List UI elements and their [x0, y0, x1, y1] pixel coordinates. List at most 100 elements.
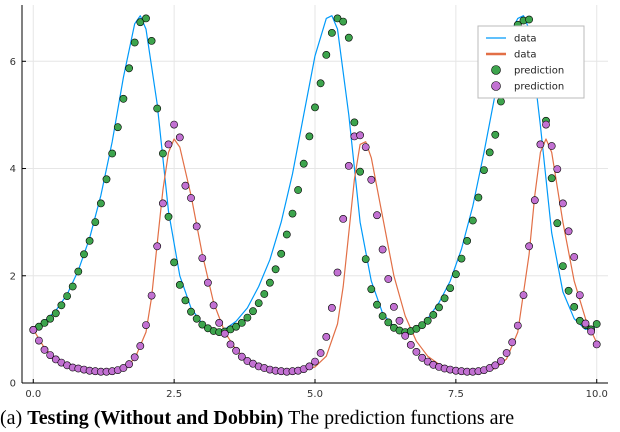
data-point-s2-19: [136, 18, 145, 27]
data-point-s2-79: [474, 193, 483, 202]
data-point-s3-31: [203, 278, 212, 287]
data-point-s2-27: [181, 296, 190, 305]
data-point-s2-28: [187, 307, 195, 316]
data-point-s3-36: [232, 346, 240, 355]
data-point-s3-17: [125, 360, 134, 369]
data-point-s2-53: [327, 29, 336, 37]
data-point-s2-62: [378, 312, 387, 320]
data-point-s2-23: [158, 149, 167, 158]
data-point-s2-7: [68, 282, 77, 291]
data-point-s3-56: [344, 161, 353, 170]
data-point-s2-4: [51, 309, 60, 318]
data-point-s2-68: [412, 324, 421, 333]
data-point-s3-52: [322, 332, 331, 341]
data-point-s2-49: [305, 132, 314, 141]
data-point-s2-36: [232, 322, 240, 331]
data-point-s2-21: [147, 37, 156, 45]
data-point-s3-55: [339, 214, 348, 223]
data-point-s2-45: [282, 230, 291, 239]
data-point-s2-41: [260, 290, 269, 298]
data-point-s2-95: [564, 286, 573, 295]
data-point-s2-75: [451, 270, 460, 279]
data-point-s2-24: [164, 212, 173, 221]
x-tick-label-0: 0.0: [25, 389, 41, 400]
data-point-s2-44: [277, 249, 286, 258]
x-tick-label-3: 7.5: [448, 389, 464, 400]
data-point-s2-25: [170, 258, 178, 267]
y-tick-label-3: 6: [10, 57, 16, 68]
data-point-s3-87: [519, 291, 528, 299]
data-point-s2-11: [91, 218, 100, 226]
data-point-s3-67: [406, 340, 415, 349]
data-point-s3-25: [170, 120, 178, 129]
data-point-s3-63: [384, 275, 393, 283]
data-point-s3-34: [220, 329, 229, 338]
data-point-s2-5: [57, 301, 66, 310]
data-point-s2-10: [85, 236, 94, 245]
data-point-s3-53: [327, 303, 336, 312]
data-point-s2-48: [299, 159, 308, 168]
y-tick-label-1: 2: [10, 271, 16, 282]
data-point-s2-70: [423, 316, 432, 325]
data-point-s3-96: [570, 253, 579, 261]
caption-bold: Testing (Without and Dobbin): [27, 407, 284, 429]
data-point-s2-57: [350, 118, 359, 127]
caption-prefix: (a): [0, 407, 28, 429]
data-point-s3-98: [581, 319, 590, 328]
data-point-s2-43: [271, 265, 280, 274]
x-tick-label-1: 2.5: [166, 389, 182, 400]
figure-caption: (a) Testing (Without and Dobbin) The pre…: [0, 404, 620, 432]
data-point-s2-12: [97, 199, 105, 208]
data-point-s3-66: [401, 331, 410, 340]
data-point-s3-93: [553, 165, 562, 173]
data-point-s3-28: [187, 194, 195, 202]
data-point-s2-63: [384, 318, 393, 327]
chart: 0.0 2.5 5.0 7.5 10.0 0 2 4 6 data data prediction p…: [9, 5, 608, 400]
data-point-s2-17: [125, 64, 134, 73]
data-point-s3-3: [46, 351, 55, 359]
data-point-s3-24: [164, 140, 173, 149]
data-point-s3-33: [215, 318, 224, 327]
data-point-s3-89: [530, 196, 539, 205]
data-point-s2-59: [361, 255, 370, 263]
data-point-s2-30: [198, 320, 207, 329]
series-points-3: [29, 120, 601, 376]
data-point-s2-47: [294, 186, 302, 194]
data-point-s3-86: [513, 321, 522, 330]
data-point-s2-100: [592, 320, 601, 328]
data-point-s3-82: [491, 361, 500, 370]
data-point-s2-37: [237, 318, 246, 327]
data-point-s3-83: [496, 357, 505, 365]
caption-rest: The prediction functions are: [283, 407, 515, 429]
data-point-s2-73: [440, 294, 449, 303]
data-point-s2-88: [525, 15, 533, 24]
data-point-s3-49: [305, 362, 314, 371]
data-point-s3-19: [136, 342, 145, 350]
data-point-s3-64: [389, 302, 398, 311]
data-point-s2-74: [446, 284, 455, 292]
y-tick-label-0: 0: [10, 379, 16, 390]
data-point-s3-99: [587, 327, 595, 336]
data-point-s2-69: [418, 321, 426, 329]
data-point-s3-85: [508, 338, 517, 347]
data-point-s3-90: [536, 140, 545, 149]
data-point-s3-100: [592, 340, 601, 349]
data-point-s2-26: [175, 280, 184, 289]
data-point-s2-80: [480, 166, 488, 174]
data-point-s2-3: [46, 314, 55, 323]
data-point-s2-72: [435, 303, 443, 312]
data-point-s2-6: [63, 292, 71, 300]
data-point-s2-77: [463, 236, 471, 245]
data-point-s3-35: [226, 340, 235, 349]
data-point-s2-58: [356, 167, 364, 176]
data-point-s3-22: [153, 242, 162, 251]
data-point-s2-18: [130, 38, 139, 47]
data-point-s2-29: [192, 314, 201, 323]
data-point-s3-18: [130, 353, 139, 362]
legend-label-2: prediction: [514, 66, 564, 77]
legend-swatch-2: [491, 65, 501, 75]
data-point-s2-14: [108, 149, 117, 158]
data-point-s3-2: [40, 345, 49, 354]
data-point-s2-40: [254, 299, 263, 307]
data-point-s3-51: [316, 349, 325, 357]
